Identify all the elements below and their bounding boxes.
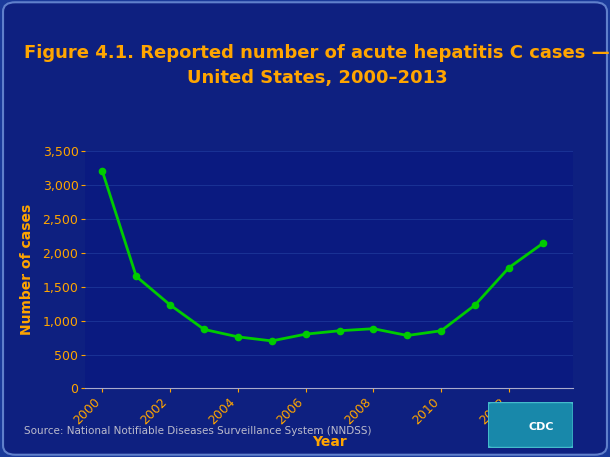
X-axis label: Year: Year [312,436,346,449]
Text: Source: National Notifiable Diseases Surveillance System (NNDSS): Source: National Notifiable Diseases Sur… [24,426,372,436]
Text: Figure 4.1. Reported number of acute hepatitis C cases —: Figure 4.1. Reported number of acute hep… [24,43,610,62]
Text: CDC: CDC [528,422,554,432]
Y-axis label: Number of cases: Number of cases [20,204,34,335]
Text: United States, 2000–2013: United States, 2000–2013 [187,69,448,87]
FancyBboxPatch shape [488,402,573,448]
